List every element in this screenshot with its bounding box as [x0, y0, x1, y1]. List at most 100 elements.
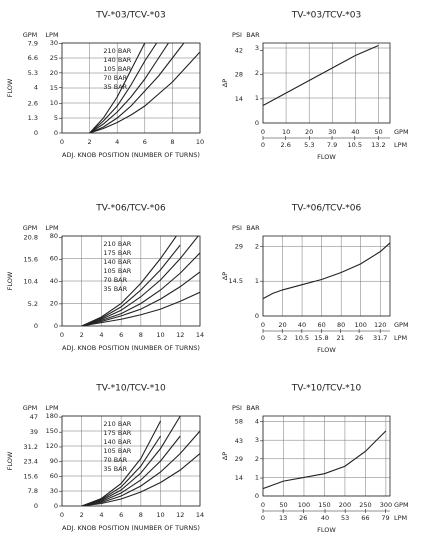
y2-tick-label: 15.6 — [24, 256, 38, 264]
y2-tick-label: 14 — [235, 95, 243, 103]
x-unit: GPM — [394, 128, 409, 136]
legend-label: 140 BAR — [103, 438, 131, 446]
x-tick-label: 120 — [374, 321, 386, 329]
x2-tick-label: 13.2 — [371, 141, 385, 149]
y-tick-label: 15 — [50, 84, 58, 92]
y2-tick-label: 23.4 — [24, 458, 38, 466]
x-tick-label: 10 — [196, 138, 204, 146]
flow-curve — [89, 43, 158, 133]
y-tick-label: 30 — [50, 487, 58, 495]
legend-label: 140 BAR — [103, 258, 131, 266]
legend-label: 105 BAR — [103, 267, 131, 275]
y-tick-label: 1 — [255, 94, 259, 102]
chart-panel: TV-*06/TCV-*0602040608005.210.415.620.8G… — [6, 204, 204, 353]
y2-tick-label: 0 — [34, 129, 38, 137]
flow-curve — [81, 236, 178, 326]
x-tick-label: 12 — [176, 511, 184, 519]
plot-frame — [61, 235, 201, 327]
y-tick-label: 90 — [50, 457, 58, 465]
chart-panel: TV-*10/TCV-*10 0 1 2 3 4 14 29 43 58 PSI BAR ΔP 0 50 10… — [221, 384, 409, 535]
y2-unit: PSI — [232, 224, 242, 232]
x2-tick-label: 0 — [261, 514, 265, 522]
y-tick-label: 2 — [255, 242, 259, 250]
x-tick-label: 0 — [60, 511, 64, 519]
y2-tick-label: 43 — [235, 437, 243, 445]
y2-tick-label: 29 — [235, 242, 243, 250]
x-axis-label: ADJ. KNOB POSITION (NUMBER OF TURNS) — [62, 344, 200, 352]
flow-curve — [81, 244, 181, 326]
plot-frame — [61, 42, 201, 134]
x-tick-label: 60 — [317, 321, 325, 329]
x-tick-label: 0 — [261, 128, 265, 136]
flow-curve — [81, 416, 181, 506]
x-tick-label: 30 — [328, 128, 336, 136]
y2-unit: PSI — [232, 31, 242, 39]
y2-tick-label: 42 — [235, 47, 243, 55]
legend-label: 70 BAR — [103, 456, 127, 464]
x2-tick-label: 0 — [261, 334, 265, 342]
x2-tick-label: 66 — [361, 514, 369, 522]
chart-title: TV-*10/TCV-*10 — [291, 384, 362, 394]
flow-curve — [81, 271, 200, 326]
y-unit: LPM — [45, 404, 58, 412]
flow-curve — [81, 430, 200, 506]
y2-tick-label: 29 — [235, 455, 243, 463]
y-tick-label: 180 — [46, 412, 58, 420]
y2-tick-label: 5.3 — [28, 69, 38, 77]
x-tick-label: 250 — [359, 501, 371, 509]
x-axis-label: ADJ. KNOB POSITION (NUMBER OF TURNS) — [62, 524, 200, 532]
flow-curve — [81, 435, 162, 506]
flow-curve — [81, 435, 181, 506]
chart-panel: TV-*03/TCV-*03 0 1 2 3 14 28 42 PSI BAR ΔP 0 10 20 30 4… — [221, 11, 409, 162]
y-tick-label: 80 — [50, 232, 58, 240]
y-unit: LPM — [45, 31, 58, 39]
y-tick-label: 2 — [255, 69, 259, 77]
y2-tick-label: 2.6 — [28, 99, 38, 107]
x-tick-label: 10 — [282, 128, 290, 136]
flow-curve — [81, 252, 200, 326]
chart-panel: TV-*03/TCV-*0305101520253001.32.645.36.6… — [6, 11, 204, 160]
x2-unit: LPM — [394, 514, 407, 522]
x-tick-label: 0 — [60, 331, 64, 339]
x-unit: GPM — [394, 501, 409, 509]
y-tick-label: 4 — [255, 418, 259, 426]
x-tick-label: 8 — [139, 331, 143, 339]
x-tick-label: 8 — [139, 511, 143, 519]
chart-panel: TV-*10/TCV-*10030609012015018007.815.623… — [6, 384, 204, 533]
flow-curve — [81, 453, 200, 506]
chart-title: TV-*10/TCV-*10 — [95, 384, 166, 394]
x-tick-label: 2 — [80, 511, 84, 519]
x2-tick-label: 2.6 — [281, 141, 291, 149]
y2-tick-label: 58 — [235, 418, 243, 426]
y-tick-label: 0 — [54, 502, 58, 510]
legend-label: 35 BAR — [103, 285, 127, 293]
legend-label: 105 BAR — [103, 447, 131, 455]
x-tick-label: 20 — [278, 321, 286, 329]
y2-tick-label: 7.8 — [28, 487, 38, 495]
legend-label: 175 BAR — [103, 249, 131, 257]
flow-curve — [263, 44, 379, 106]
y-axis-label: ΔP — [221, 79, 229, 87]
x-tick-label: 200 — [339, 501, 351, 509]
y-unit: BAR — [246, 404, 260, 412]
y2-tick-label: 5.2 — [28, 300, 38, 308]
x-tick-label: 40 — [351, 128, 359, 136]
y2-tick-label: 14.5 — [229, 277, 243, 285]
x-tick-label: 14 — [196, 331, 204, 339]
x-tick-label: 4 — [99, 331, 103, 339]
y-tick-label: 0 — [255, 312, 259, 320]
plot-frame — [61, 415, 201, 507]
y-axis-label: ΔP — [221, 452, 229, 460]
y-tick-label: 2 — [255, 455, 259, 463]
x-tick-label: 12 — [176, 331, 184, 339]
x-tick-label: 20 — [305, 128, 313, 136]
x2-tick-label: 7.9 — [327, 141, 337, 149]
chart-title: TV-*06/TCV-*06 — [95, 204, 166, 214]
x-tick-label: 0 — [261, 321, 265, 329]
y2-tick-label: 20.8 — [24, 233, 38, 241]
x-tick-label: 150 — [318, 501, 330, 509]
y2-unit: GPM — [23, 31, 38, 39]
legend-label: 210 BAR — [103, 47, 131, 55]
flow-curve — [263, 430, 387, 490]
